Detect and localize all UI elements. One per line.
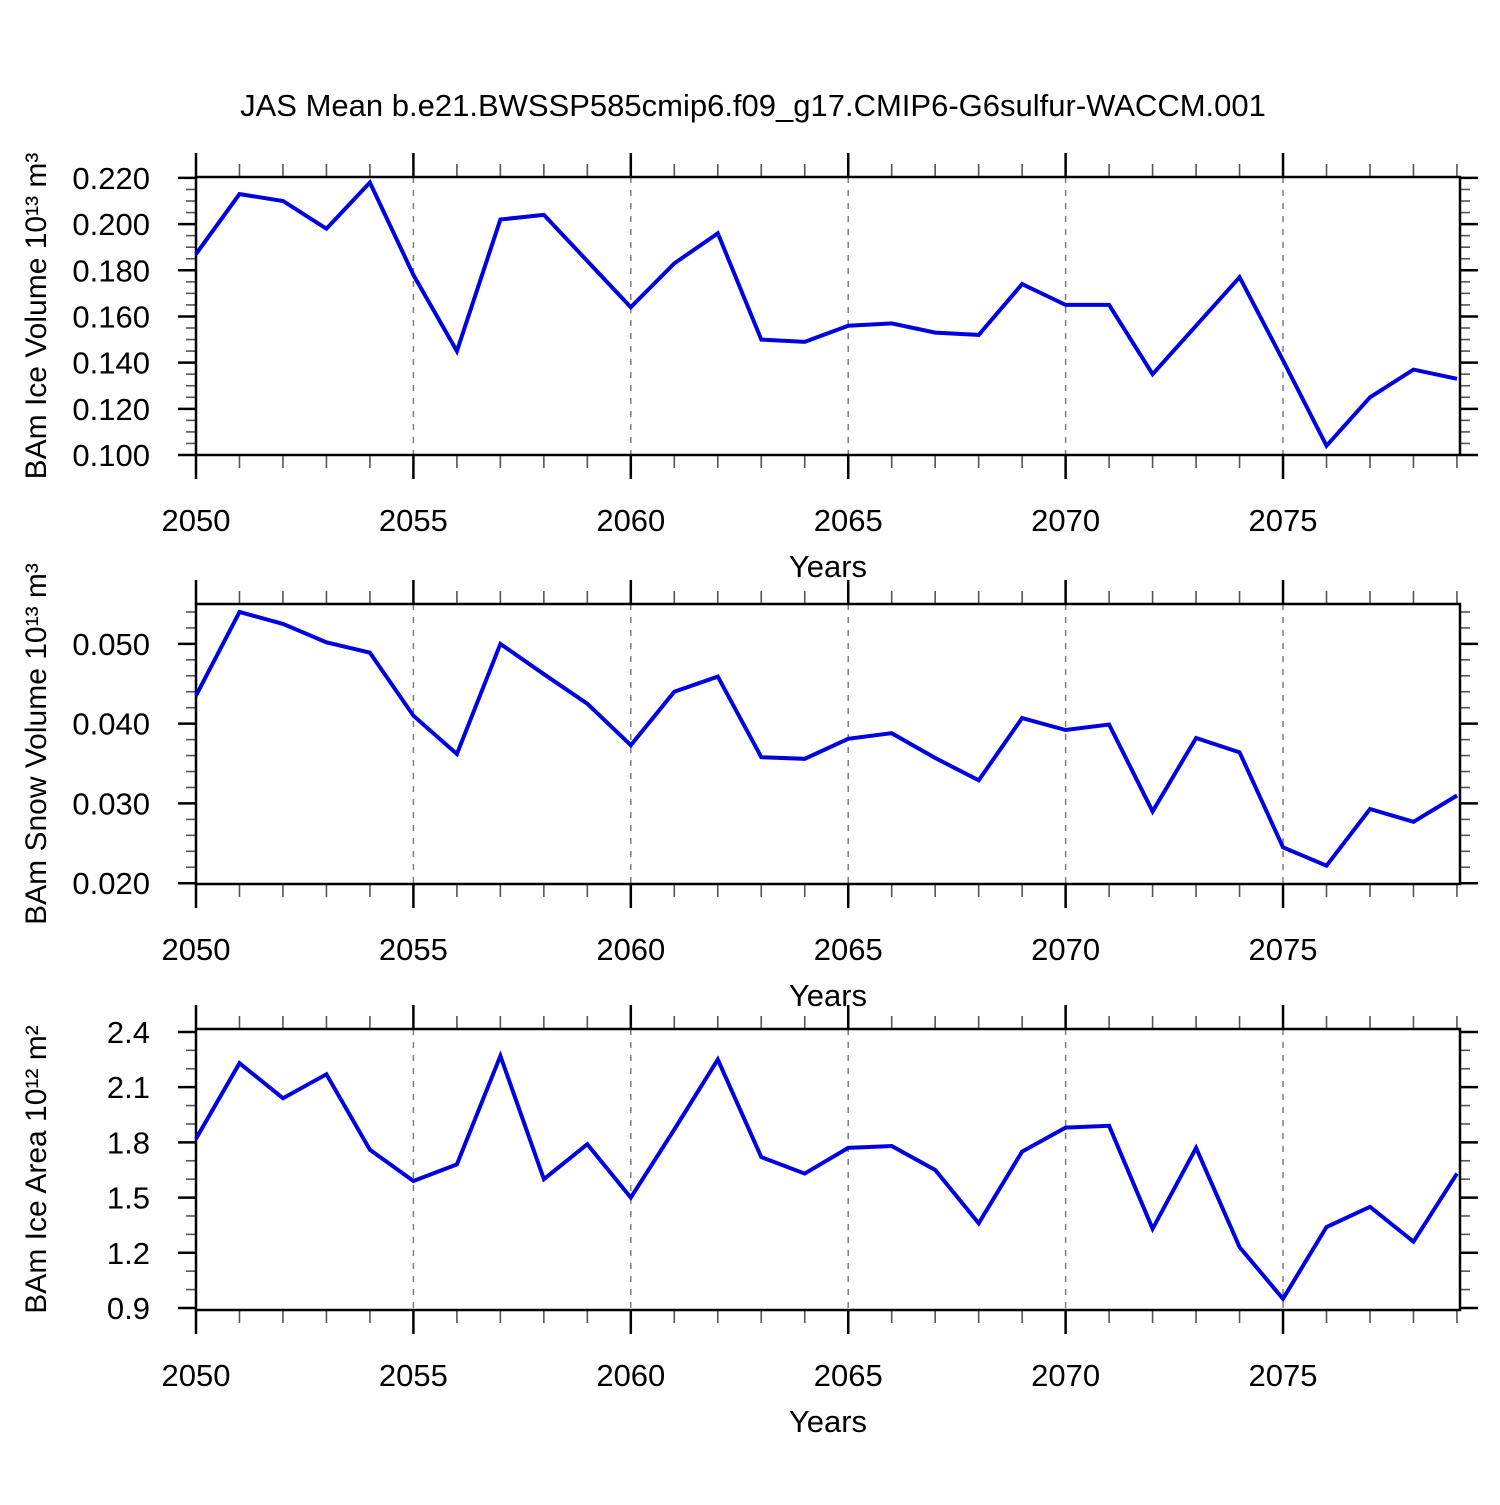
panels-group: 2050 2055 2060 2065 2070 2075 0.100 0.120 0.140 0… <box>20 153 1478 1439</box>
x-tick-label: 2065 <box>814 932 883 967</box>
y-tick-label: 0.030 <box>72 786 150 821</box>
x-tick-label: 2060 <box>596 1358 665 1393</box>
y-tick-label: 0.220 <box>72 161 150 196</box>
x-tick-label: 2065 <box>814 503 883 538</box>
x-tick-label: 2055 <box>379 932 448 967</box>
x-tick-label: 2050 <box>162 503 231 538</box>
x-tick-label: 2050 <box>162 932 231 967</box>
x-tick-label: 2060 <box>596 932 665 967</box>
x-tick-label: 2055 <box>379 503 448 538</box>
plot-border <box>194 175 1462 457</box>
panel-ice-area: 2050 2055 2060 2065 2070 2075 0.9 1.2 1.5 1.8 2.1 2… <box>20 1005 1478 1439</box>
plot-border <box>194 1027 1462 1312</box>
x-tick-label: 2065 <box>814 1358 883 1393</box>
x-tick-label: 2060 <box>596 503 665 538</box>
y-tick-label: 0.100 <box>72 438 150 473</box>
x-tick-label: 2070 <box>1031 1358 1100 1393</box>
y-tick-label: 0.040 <box>72 707 150 742</box>
x-tick-label: 2075 <box>1249 932 1318 967</box>
figure-title: JAS Mean b.e21.BWSSP585cmip6.f09_g17.CMI… <box>240 88 1266 123</box>
y-tick-label: 0.140 <box>72 346 150 381</box>
x-axis-title: Years <box>789 978 867 1013</box>
y-tick-label: 0.160 <box>72 299 150 334</box>
x-axis-title: Years <box>789 1404 867 1439</box>
ice-volume-line <box>194 178 1458 450</box>
x-tick-label: 2070 <box>1031 503 1100 538</box>
x-tick-label: 2075 <box>1249 1358 1318 1393</box>
x-axis-title: Years <box>789 549 867 584</box>
snow-volume-line <box>194 609 1459 869</box>
y-tick-label: 0.200 <box>72 207 150 242</box>
y-axis-title: BAm Snow Volume 10¹³ m³ <box>20 563 53 925</box>
y-tick-label: 1.2 <box>107 1236 150 1271</box>
x-tick-label: 2050 <box>162 1358 231 1393</box>
y-tick-label: 0.020 <box>72 866 150 901</box>
y-tick-label: 2.1 <box>107 1070 150 1105</box>
plot-border <box>194 602 1462 886</box>
x-tick-label: 2055 <box>379 1358 448 1393</box>
x-tick-label: 2075 <box>1249 503 1318 538</box>
y-tick-label: 1.8 <box>107 1125 150 1160</box>
ice-area-line <box>194 1050 1459 1303</box>
y-tick-label: 0.050 <box>72 627 150 662</box>
y-tick-label: 2.4 <box>107 1015 150 1050</box>
y-tick-label: 0.120 <box>72 392 150 427</box>
y-axis-title: BAm Ice Area 10¹² m² <box>20 1025 53 1313</box>
x-tick-label: 2070 <box>1031 932 1100 967</box>
y-tick-label: 1.5 <box>107 1181 150 1216</box>
panel-snow-volume: 2050 2055 2060 2065 2070 2075 0.020 0.030 0.040 0… <box>20 563 1478 1013</box>
y-tick-label: 0.180 <box>72 253 150 288</box>
panel-ice-volume: 2050 2055 2060 2065 2070 2075 0.100 0.120 0.140 0… <box>20 153 1478 584</box>
y-axis-title: BAm Ice Volume 10¹³ m³ <box>20 153 53 480</box>
y-tick-label: 0.9 <box>107 1291 150 1326</box>
